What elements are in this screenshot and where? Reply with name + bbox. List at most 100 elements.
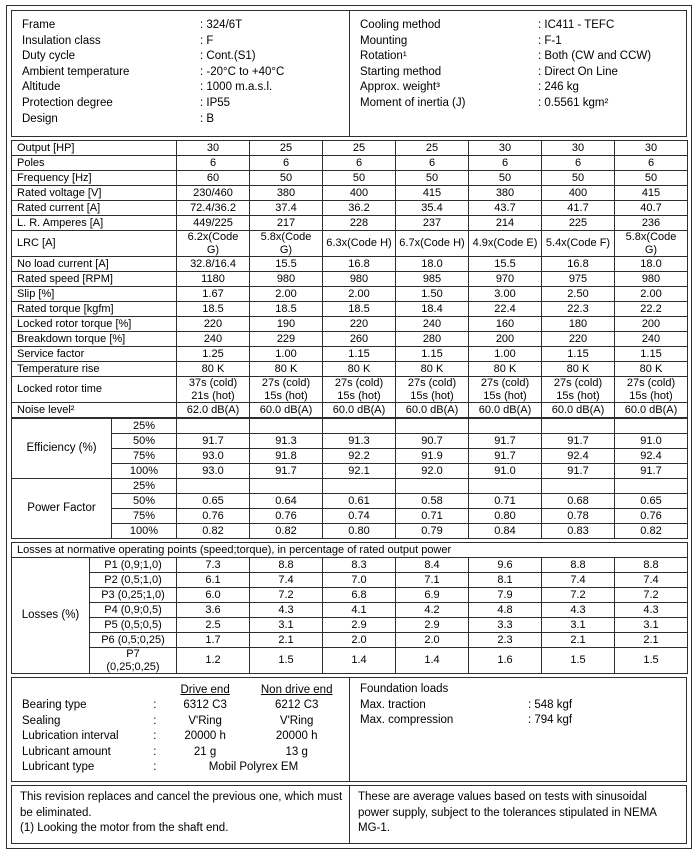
value-cell: 1.15 (614, 346, 688, 363)
value-cell (176, 418, 250, 435)
value-cell: 449/225 (176, 215, 250, 232)
value-cell: 237 (395, 215, 469, 232)
non-drive-end-value: 6212 C3 (274, 699, 319, 712)
value-cell: 980 (249, 271, 323, 288)
value-cell: 400 (322, 185, 396, 202)
value-cell: 16.8 (541, 256, 615, 273)
revision-note-line1: This revision replaces and cancel the pr… (20, 791, 343, 819)
value-cell: 15.5 (468, 256, 542, 273)
kv-label: Moment of inertia (J) (360, 96, 466, 109)
value-cell: 228 (322, 215, 396, 232)
value-cell (249, 478, 323, 495)
value-cell: 91.7 (541, 463, 615, 480)
value-cell: 1.5 (541, 647, 615, 675)
kv-row: Ambient temperature: -20°C to +40°C (22, 65, 345, 81)
kv-label: Altitude (22, 81, 61, 94)
non-drive-end-value: 13 g (285, 745, 308, 758)
value-cell: 240 (395, 316, 469, 333)
value-cell: 27s (cold) 15s (hot) (395, 376, 469, 404)
value-cell: 4.3 (249, 602, 323, 619)
value-cell: 3.1 (249, 617, 323, 634)
value-cell: 60.0 dB(A) (322, 402, 396, 419)
value-cell: 8.1 (468, 572, 542, 589)
value-cell: 0.76 (614, 508, 688, 525)
general-info-left: Frame: 324/6T Insulation class: F Duty cyc… (12, 11, 349, 136)
value-cell: 1.15 (322, 346, 396, 363)
value-cell: 93.0 (176, 463, 250, 480)
value-cell: 91.7 (249, 463, 323, 480)
value-cell: 6.0 (176, 587, 250, 604)
value-cell: 91.7 (468, 433, 542, 450)
colon: : (153, 761, 157, 774)
kv-label: Approx. weight³ (360, 81, 440, 94)
value-cell: 60.0 dB(A) (541, 402, 615, 419)
value-cell: 80 K (468, 361, 542, 378)
table-row: Breakdown torque [%] 240 229 260 280 200 220 24… (11, 331, 688, 348)
value-cell: 91.7 (541, 433, 615, 450)
value-cell: 7.1 (395, 572, 469, 589)
general-info-right: Cooling method: IC411 - TEFC Mounting: F-… (349, 11, 686, 137)
value-cell: 6 (395, 155, 469, 172)
value-cell: 0.65 (176, 493, 250, 510)
table-row: Rated torque [kgfm] 18.5 18.5 18.5 18.4 22.4 2… (11, 301, 688, 318)
table-row: P5 (0,5;0,5) 2.5 3.1 2.9 2.9 3.3 3.1 3.1 (12, 617, 689, 634)
value-cell: 6.3x(Code H) (322, 230, 396, 258)
value-cell: 1.4 (322, 647, 396, 675)
row-label: Bearing type (22, 699, 87, 712)
row-label: Rated torque [kgfm] (11, 301, 177, 318)
table-row: Power Factor 25% (11, 478, 688, 540)
drive-end-value: 21 g (193, 745, 217, 758)
kv-value: : 1000 m.a.s.l. (200, 81, 273, 94)
value-cell: 1.00 (468, 346, 542, 363)
value-cell: 0.82 (614, 523, 688, 540)
foundation-rows: Max. traction: 548 kgf Max. compression: … (360, 698, 682, 729)
foundation-row: Max. traction: 548 kgf (360, 698, 682, 714)
row-label: Temperature rise (11, 361, 177, 378)
value-cell: 380 (468, 185, 542, 202)
value-cell: 90.7 (395, 433, 469, 450)
value-cell: 25 (322, 140, 396, 157)
table-row: 100% 0.82 0.82 0.80 0.79 0.84 0.83 0.82 (12, 523, 688, 540)
table-row: Lubricant amount: 21 g 13 g (22, 744, 345, 760)
value-cell: 27s (cold) 15s (hot) (541, 376, 615, 404)
sub-label: 100% (111, 463, 177, 480)
value-cell: 2.1 (249, 632, 323, 649)
table-row: Output [HP] 30 25 25 25 30 30 30 (11, 140, 688, 157)
value-cell: 230/460 (176, 185, 250, 202)
value-cell: 15.5 (249, 256, 323, 273)
value-cell: 200 (614, 316, 688, 333)
kv-row: Insulation class: F (22, 34, 345, 50)
value-cell: 985 (395, 271, 469, 288)
value-cell: 27s (cold) 15s (hot) (249, 376, 323, 404)
value-cell: 91.7 (176, 433, 250, 450)
value-cell: 240 (614, 331, 688, 348)
kv-row: Altitude : 1000 m.a.s.l. (22, 80, 345, 96)
table-row: Locked rotor time 37s (cold) 21s (hot) 27s… (11, 376, 688, 404)
value-cell: 160 (468, 316, 542, 333)
losses-section-title: Losses at normative operating points (sp… (10, 542, 689, 559)
value-cell (468, 418, 542, 435)
table-row: 50% 91.7 91.3 91.3 90.7 91.7 91.7 91.0 (12, 433, 688, 450)
kv-row: Duty cycle: Cont.(S1) (22, 49, 345, 65)
value-cell: 0.79 (395, 523, 469, 540)
spacer-cell (22, 682, 148, 698)
row-label: Lubricant type (22, 761, 95, 774)
value-cell: 975 (541, 271, 615, 288)
value-cell: 415 (395, 185, 469, 202)
sub-label: P4 (0,9;0,5) (89, 602, 177, 619)
kv-value: : 0.5561 kgm² (538, 96, 609, 109)
value-cell: 6 (468, 155, 542, 172)
colon: : (153, 745, 157, 758)
value-cell (468, 478, 542, 495)
value-cell: 4.9x(Code E) (468, 230, 542, 258)
value-cell: 1.5 (613, 647, 689, 675)
kv-row: Approx. weight³: 246 kg (360, 80, 682, 96)
value-cell (614, 478, 688, 495)
kv-value: : F-1 (538, 34, 562, 47)
value-cell: 1.15 (395, 346, 469, 363)
value-cell: 7.4 (541, 572, 615, 589)
non-drive-end-header: Non drive end (260, 683, 333, 696)
table-row: P3 (0,25;1,0) 6.0 7.2 6.8 6.9 7.9 7.2 7.2 (12, 587, 689, 604)
value-cell: 8.4 (395, 557, 469, 574)
value-cell: 2.1 (541, 632, 615, 649)
